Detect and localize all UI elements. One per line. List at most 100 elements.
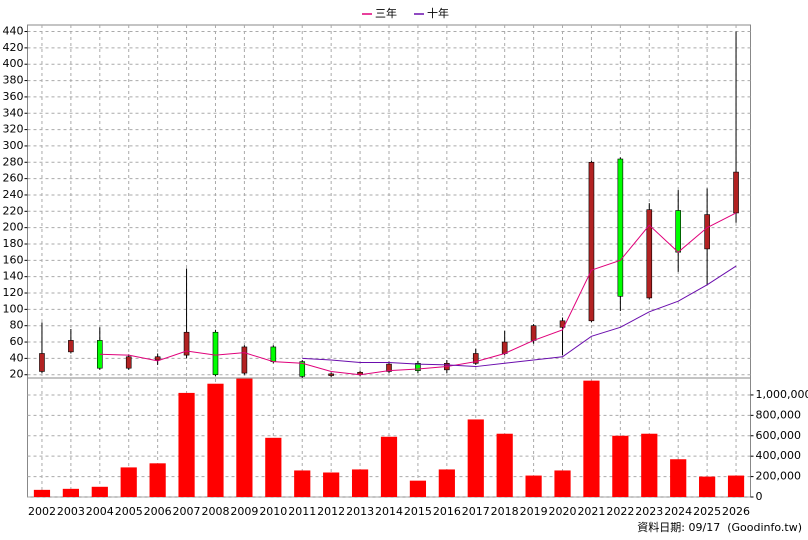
y2-tick-label: 200,000 bbox=[756, 470, 802, 483]
y2-tick-label: 1,000,000 bbox=[756, 388, 808, 401]
volume-bar bbox=[670, 459, 687, 497]
y-tick-label: 320 bbox=[3, 123, 24, 136]
footer: 資料日期: 09/17 (Goodinfo.tw) bbox=[637, 520, 802, 534]
y-tick-label: 340 bbox=[3, 106, 24, 119]
y-tick-label: 220 bbox=[3, 204, 24, 217]
y-tick-label: 440 bbox=[3, 25, 24, 38]
candle-body bbox=[212, 331, 219, 376]
x-tick-label: 2021 bbox=[577, 505, 605, 518]
volume-bar bbox=[409, 480, 427, 497]
y-tick-label: 120 bbox=[3, 286, 24, 299]
volume-bar bbox=[236, 378, 253, 497]
y2-tick-label: 600,000 bbox=[756, 429, 802, 442]
x-tick-label: 2012 bbox=[317, 505, 345, 518]
y-tick-label: 400 bbox=[3, 57, 24, 70]
y-tick-label: 360 bbox=[3, 90, 24, 103]
volume-bar bbox=[351, 469, 369, 497]
y-tick-label: 40 bbox=[10, 351, 24, 364]
volume-bar bbox=[33, 489, 51, 497]
volume-bar bbox=[554, 470, 571, 497]
candle-body bbox=[39, 353, 45, 372]
volume-bar bbox=[641, 433, 658, 497]
candle-body bbox=[125, 356, 132, 369]
candle-body bbox=[68, 340, 74, 353]
y-tick-label: 300 bbox=[3, 139, 24, 152]
y2-tick-label: 0 bbox=[756, 490, 763, 503]
y-tick-label: 280 bbox=[3, 155, 24, 168]
ma-line bbox=[302, 265, 737, 368]
y-tick-label: 140 bbox=[3, 270, 24, 283]
y2-tick-label: 800,000 bbox=[756, 408, 802, 421]
x-tick-label: 2009 bbox=[230, 505, 258, 518]
x-tick-label: 2025 bbox=[693, 505, 721, 518]
candle-body bbox=[704, 214, 710, 250]
y-tick-label: 20 bbox=[10, 368, 24, 381]
volume-bar bbox=[265, 437, 282, 497]
candle-body bbox=[530, 325, 537, 341]
x-tick-label: 2017 bbox=[462, 505, 490, 518]
volume-bar bbox=[62, 488, 79, 497]
x-tick-label: 2002 bbox=[28, 505, 56, 518]
candle-body bbox=[617, 158, 624, 297]
x-tick-label: 2026 bbox=[722, 505, 750, 518]
x-tick-label: 2019 bbox=[520, 505, 548, 518]
y-tick-label: 60 bbox=[10, 335, 24, 348]
candle-body bbox=[646, 209, 653, 299]
y-tick-label: 380 bbox=[3, 74, 24, 87]
y-tick-label: 80 bbox=[10, 319, 24, 332]
candle-body bbox=[675, 210, 682, 253]
x-tick-label: 2020 bbox=[549, 505, 577, 518]
y-tick-label: 420 bbox=[3, 41, 24, 54]
volume-bar bbox=[699, 476, 716, 497]
ma-line bbox=[99, 212, 737, 376]
x-tick-label: 2016 bbox=[433, 505, 461, 518]
volume-bar bbox=[496, 433, 513, 497]
x-tick-label: 2024 bbox=[664, 505, 692, 518]
x-tick-label: 2015 bbox=[404, 505, 432, 518]
volume-bar bbox=[120, 467, 137, 497]
x-tick-label: 2010 bbox=[259, 505, 287, 518]
y-tick-label: 100 bbox=[3, 302, 24, 315]
candle-body bbox=[241, 346, 248, 374]
x-tick-label: 2013 bbox=[346, 505, 374, 518]
y-tick-label: 200 bbox=[3, 221, 24, 234]
candle-body bbox=[154, 356, 161, 361]
volume-bar bbox=[583, 380, 600, 497]
volume-bar bbox=[294, 470, 311, 497]
volume-bar bbox=[178, 392, 195, 497]
candle-body bbox=[588, 161, 595, 322]
volume-bar bbox=[207, 383, 224, 497]
x-tick-label: 2004 bbox=[86, 505, 114, 518]
x-tick-label: 2006 bbox=[144, 505, 172, 518]
volume-bar bbox=[323, 472, 340, 497]
y-tick-label: 160 bbox=[3, 253, 24, 266]
candle-body bbox=[328, 373, 334, 376]
candle-body bbox=[733, 171, 739, 214]
volume-bar bbox=[612, 435, 629, 497]
legend-label: 三年 bbox=[375, 6, 397, 20]
volume-bar bbox=[149, 463, 166, 497]
x-tick-label: 2007 bbox=[173, 505, 201, 518]
y-tick-label: 180 bbox=[3, 237, 24, 250]
x-tick-label: 2023 bbox=[635, 505, 663, 518]
candle-body bbox=[472, 353, 479, 364]
volume-bar bbox=[380, 436, 398, 497]
y2-tick-label: 400,000 bbox=[756, 449, 802, 462]
x-tick-label: 2008 bbox=[201, 505, 229, 518]
y-tick-label: 240 bbox=[3, 188, 24, 201]
x-tick-label: 2003 bbox=[57, 505, 85, 518]
x-tick-label: 2014 bbox=[375, 505, 403, 518]
x-tick-label: 2005 bbox=[115, 505, 143, 518]
x-tick-label: 2018 bbox=[491, 505, 519, 518]
candle-body bbox=[183, 331, 190, 356]
y-tick-label: 260 bbox=[3, 172, 24, 185]
candle-body bbox=[501, 341, 508, 354]
volume-bar bbox=[727, 475, 745, 497]
x-tick-label: 2022 bbox=[606, 505, 634, 518]
candle-body bbox=[270, 346, 277, 362]
volume-bar bbox=[525, 475, 542, 497]
candle-body bbox=[386, 363, 392, 372]
volume-bar bbox=[438, 469, 455, 497]
volume-bar bbox=[467, 419, 484, 497]
